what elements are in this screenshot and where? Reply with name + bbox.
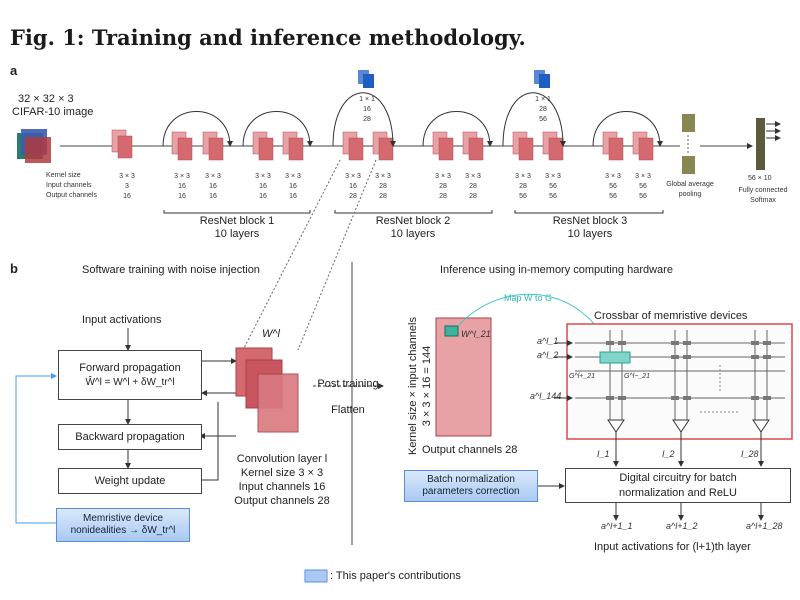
noise-feedback-arrow (15, 373, 57, 524)
crossbar-ellipsis (700, 365, 740, 413)
input-row-arrows (555, 340, 573, 401)
weight-tensor (235, 347, 299, 433)
conductance-positive: G^l+_21 (569, 373, 596, 380)
map-label: Map W to G (504, 293, 553, 303)
current-arrows (538, 432, 764, 521)
row-label-output: Output channels (46, 192, 97, 199)
row-input-144: a^l_144 (530, 391, 562, 401)
bn-correction-box: Batch normalization parameters correction (404, 470, 538, 502)
pooling-label: Global average pooling (666, 181, 714, 198)
row-label-input: Input channels (46, 182, 92, 189)
weight-matrix (435, 317, 492, 437)
conductance-negative: G^l−_21 (624, 373, 651, 380)
layer-params-5: 3 × 3 16 28 (345, 173, 361, 200)
output-caption: Input activations for (l+1)th layer (594, 541, 751, 553)
panel-a-label: a (10, 63, 18, 78)
legend-swatch (304, 569, 328, 583)
backward-propagation-box: Backward propagation (58, 424, 202, 450)
training-flow-arrows (125, 328, 237, 481)
matrix-bottom-label: Output channels 28 (422, 444, 518, 456)
block-brackets (163, 210, 664, 214)
layer-params-1: 3 × 3 16 16 (174, 173, 190, 200)
row-label-kernel: Kernel size (46, 172, 81, 179)
conv-stack-1 (171, 131, 193, 161)
crossbar-title: Crossbar of memristive devices (594, 310, 748, 322)
conv-stacks (111, 129, 654, 161)
current-2: I_2 (662, 449, 675, 459)
crossbar-amplifiers (607, 419, 770, 433)
layer-params-11: 3 × 3 56 56 (605, 173, 621, 200)
conv-stack-6 (372, 131, 394, 161)
shortcut-conv-1 (358, 70, 374, 88)
row-input-1: a^l_1 (537, 336, 559, 346)
input-activations-label: Input activations (82, 314, 162, 326)
conv-stack-8 (462, 131, 484, 161)
conv-stack-3 (252, 131, 274, 161)
conv-stack-initial (111, 129, 133, 159)
row-input-2: a^l_2 (537, 350, 559, 360)
conv-stack-11 (602, 131, 624, 161)
layer-params-9: 3 × 3 28 56 (515, 173, 531, 200)
conv-stack-10 (542, 131, 564, 161)
matrix-cell-label: W^l_21 (461, 329, 491, 339)
conv-stack-4 (282, 131, 304, 161)
layer-params-4: 3 × 3 16 16 (285, 173, 301, 200)
panel-b-label: b (10, 261, 18, 276)
mapped-device-pair (599, 351, 631, 364)
forward-formula: Ŵ^l = W^l + δW_tr^l (85, 376, 175, 388)
post-training-label: Post training Flatten (317, 378, 379, 416)
figure-title: Fig. 1: Training and inference methodolo… (10, 25, 526, 50)
residual-arcs (162, 92, 663, 147)
first-conv-params: 3 × 3 3 16 (119, 173, 135, 200)
conv-stack-12 (632, 131, 654, 161)
shortcut-conv-2 (534, 70, 550, 88)
output-28: a^l+1_28 (746, 521, 783, 531)
left-section-title: Software training with noise injection (82, 264, 260, 276)
shortcut-2-params: 1 × 1 28 56 (535, 96, 551, 123)
conv-layer-description: Convolution layer l Kernel size 3 × 3 Inp… (234, 453, 330, 507)
current-1: I_1 (597, 449, 610, 459)
fc-dims: 56 × 10 (748, 175, 772, 182)
layer-params-6: 3 × 3 28 28 (375, 173, 391, 200)
weight-tensor-label: W^l (262, 328, 280, 340)
nonidealities-box: Memristive device nonidealities → δW_tr^l (56, 508, 190, 542)
layer-params-3: 3 × 3 16 16 (255, 173, 271, 200)
layer-params-12: 3 × 3 56 56 (635, 173, 651, 200)
memristive-devices (606, 341, 771, 400)
fc-label: Fully connected Softmax (738, 187, 788, 204)
conv-stack-5 (342, 131, 364, 161)
layer-params-2: 3 × 3 16 16 (205, 173, 221, 200)
output-2: a^l+1_2 (666, 521, 698, 531)
current-28: I_28 (741, 449, 759, 459)
conv-stack-7 (432, 131, 454, 161)
legend-text: : This paper's contributions (330, 570, 461, 582)
shortcut-1-params: 1 × 1 16 28 (359, 96, 375, 123)
right-section-title: Inference using in-memory computing hard… (440, 264, 673, 276)
resnet-block-3: ResNet block 3 10 layers (552, 215, 628, 240)
weight-update-box: Weight update (58, 468, 202, 494)
forward-propagation-box: Forward propagation Ŵ^l = W^l + δW_tr^l (58, 350, 202, 400)
output-1: a^l+1_1 (601, 521, 633, 531)
layer-params-10: 3 × 3 56 56 (545, 173, 561, 200)
resnet-block-1: ResNet block 1 10 layers (199, 215, 275, 240)
input-image (17, 129, 51, 163)
resnet-block-2: ResNet block 2 10 layers (375, 215, 451, 240)
digital-circuitry-box: Digital circuitry for batch normalization… (565, 468, 791, 503)
conv-stack-9 (512, 131, 534, 161)
input-image-name: CIFAR-10 image (12, 106, 94, 118)
forward-title: Forward propagation (79, 361, 181, 374)
pooling-blocks (682, 114, 695, 174)
fully-connected-block (756, 118, 781, 170)
matrix-side-label: Kernel size × input channels 3 × 3 × 16 =… (407, 317, 433, 455)
input-image-size: 32 × 32 × 3 (18, 93, 74, 105)
conv-stack-2 (202, 131, 224, 161)
layer-params-8: 3 × 3 28 28 (465, 173, 481, 200)
layer-params-7: 3 × 3 28 28 (435, 173, 451, 200)
